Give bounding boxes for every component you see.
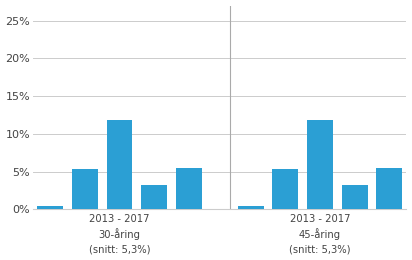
Bar (376, 168, 402, 209)
Bar (272, 170, 298, 209)
Bar (307, 120, 333, 209)
Bar (342, 185, 368, 209)
Bar (238, 206, 264, 209)
Bar (37, 206, 63, 209)
Bar (107, 120, 133, 209)
Bar (72, 170, 98, 209)
Bar (176, 168, 201, 209)
Bar (141, 185, 167, 209)
